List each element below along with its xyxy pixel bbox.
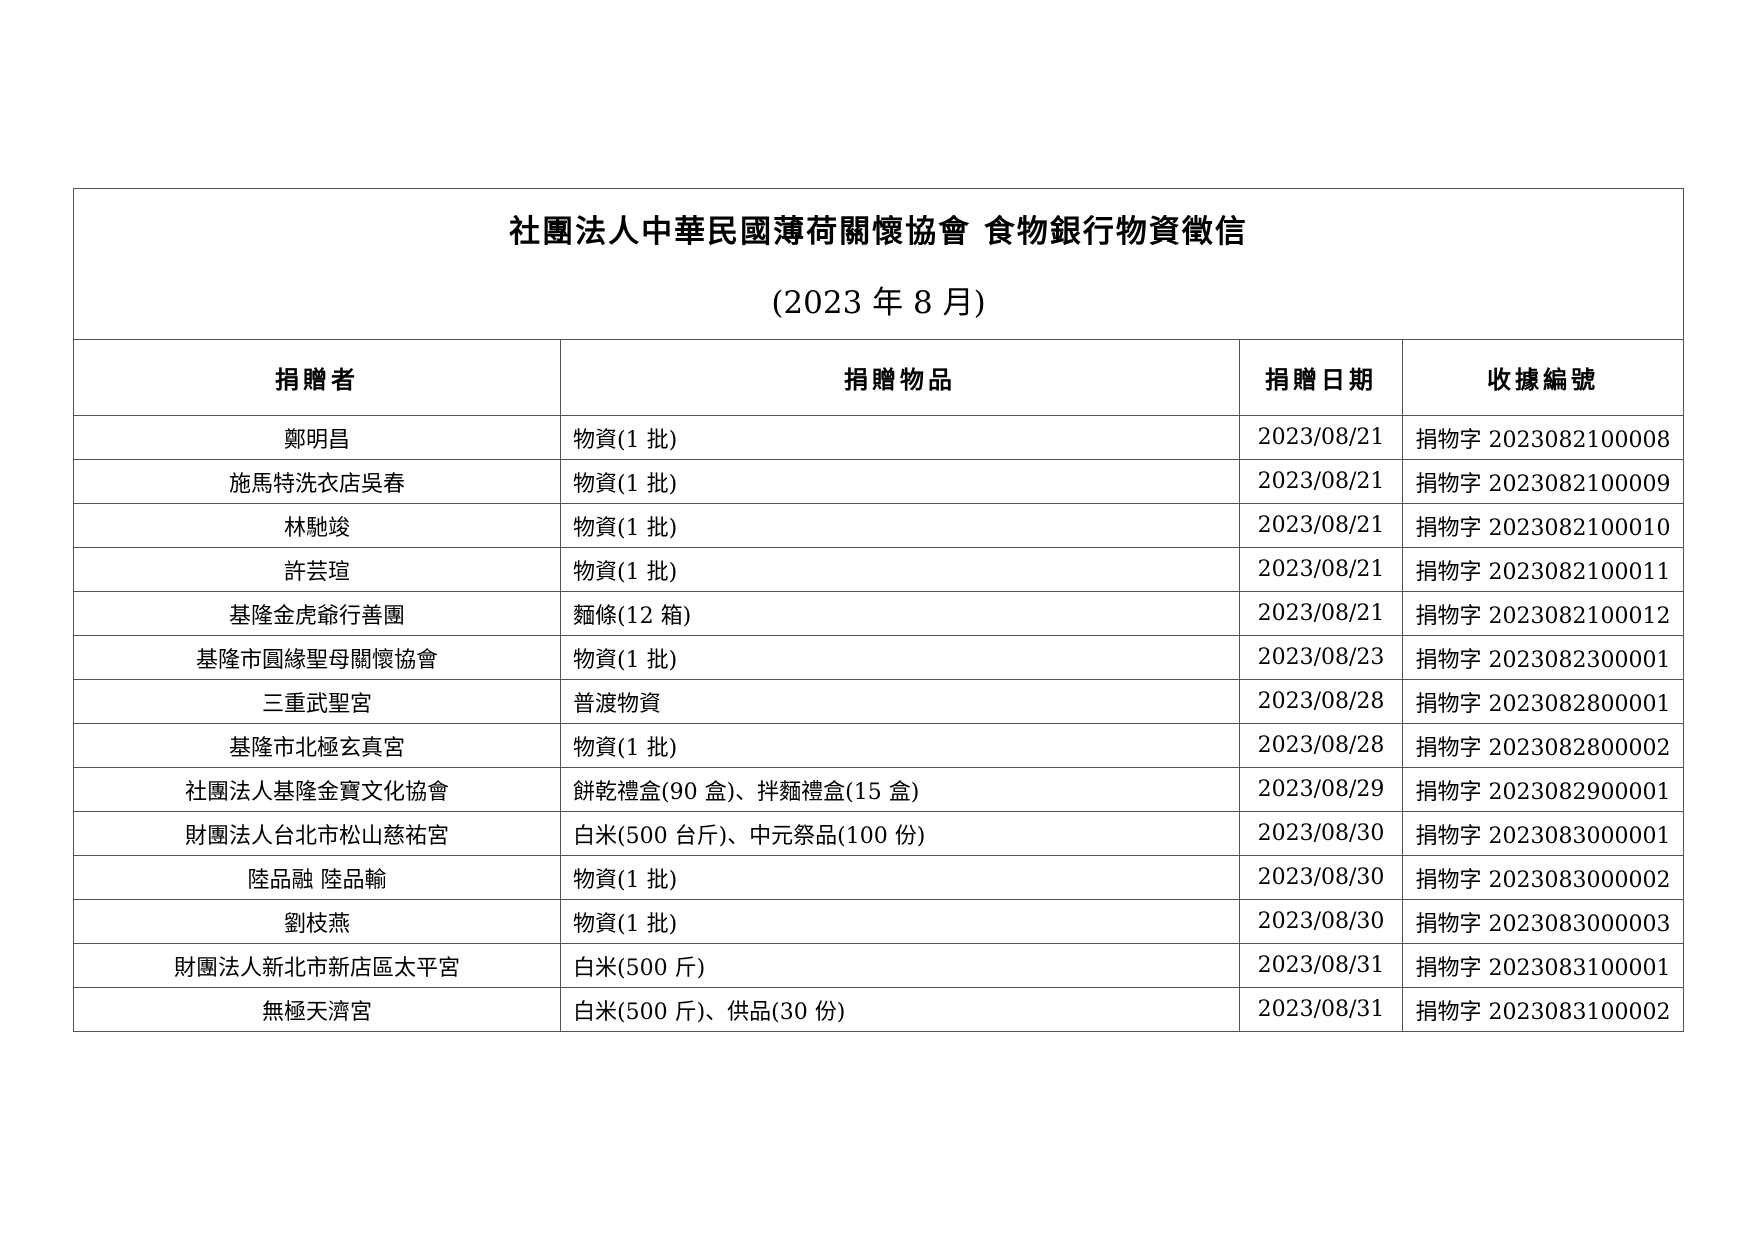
cell-date: 2023/08/21: [1239, 503, 1403, 548]
table-row: 林馳竣 物資(1 批) 2023/08/21 捐物字 2023082100010: [73, 503, 1685, 548]
cell-donor: 施馬特洗衣店吳春: [73, 459, 561, 504]
table-row: 鄭明昌 物資(1 批) 2023/08/21 捐物字 2023082100008: [73, 415, 1685, 460]
cell-donor: 劉枝燕: [73, 899, 561, 944]
table-row: 基隆金虎爺行善團 麵條(12 箱) 2023/08/21 捐物字 2023082100…: [73, 591, 1685, 636]
cell-items: 白米(500 斤)、供品(30 份): [560, 987, 1240, 1032]
cell-date: 2023/08/21: [1239, 547, 1403, 592]
column-header-items: 捐贈物品: [560, 339, 1240, 416]
column-header-date: 捐贈日期: [1239, 339, 1403, 416]
cell-items: 普渡物資: [560, 679, 1240, 724]
cell-date: 2023/08/30: [1239, 855, 1403, 900]
cell-donor: 基隆金虎爺行善團: [73, 591, 561, 636]
cell-date: 2023/08/29: [1239, 767, 1403, 812]
cell-receipt: 捐物字 2023082100009: [1401, 459, 1685, 504]
cell-items: 白米(500 斤): [560, 943, 1240, 988]
column-header-receipt: 收據編號: [1401, 339, 1685, 416]
cell-items: 物資(1 批): [560, 635, 1240, 680]
cell-receipt: 捐物字 2023082100012: [1401, 591, 1685, 636]
cell-date: 2023/08/30: [1239, 811, 1403, 856]
cell-date: 2023/08/31: [1239, 987, 1403, 1032]
cell-date: 2023/08/21: [1239, 459, 1403, 504]
column-header-donor: 捐贈者: [73, 339, 561, 416]
cell-donor: 無極天濟宮: [73, 987, 561, 1032]
cell-receipt: 捐物字 2023082800002: [1401, 723, 1685, 768]
cell-items: 餅乾禮盒(90 盒)、拌麵禮盒(15 盒): [560, 767, 1240, 812]
table-row: 三重武聖宮 普渡物資 2023/08/28 捐物字 2023082800001: [73, 679, 1685, 724]
cell-receipt: 捐物字 2023083100001: [1401, 943, 1685, 988]
cell-donor: 許芸瑄: [73, 547, 561, 592]
cell-items: 物資(1 批): [560, 723, 1240, 768]
cell-date: 2023/08/28: [1239, 723, 1403, 768]
table-row: 施馬特洗衣店吳春 物資(1 批) 2023/08/21 捐物字 20230821000…: [73, 459, 1685, 504]
donation-table: 社團法人中華民國薄荷關懷協會 食物銀行物資徵信 (2023 年 8 月) 捐贈者…: [72, 188, 1685, 1032]
cell-items: 物資(1 批): [560, 415, 1240, 460]
title-cell: 社團法人中華民國薄荷關懷協會 食物銀行物資徵信 (2023 年 8 月): [72, 188, 1685, 340]
cell-donor: 鄭明昌: [73, 415, 561, 460]
cell-receipt: 捐物字 2023082900001: [1401, 767, 1685, 812]
cell-donor: 三重武聖宮: [73, 679, 561, 724]
cell-receipt: 捐物字 2023082100008: [1401, 415, 1685, 460]
cell-items: 物資(1 批): [560, 855, 1240, 900]
table-row: 社團法人基隆金寶文化協會 餅乾禮盒(90 盒)、拌麵禮盒(15 盒) 2023/08…: [73, 767, 1685, 812]
table-row: 基隆市北極玄真宮 物資(1 批) 2023/08/28 捐物字 20230828000…: [73, 723, 1685, 768]
cell-donor: 財團法人台北市松山慈祐宮: [73, 811, 561, 856]
cell-items: 物資(1 批): [560, 459, 1240, 504]
table-row: 財團法人新北市新店區太平宮 白米(500 斤) 2023/08/31 捐物字 2023…: [73, 943, 1685, 988]
cell-receipt: 捐物字 2023083000001: [1401, 811, 1685, 856]
table-row: 劉枝燕 物資(1 批) 2023/08/30 捐物字 2023083000003: [73, 899, 1685, 944]
cell-receipt: 捐物字 2023083000002: [1401, 855, 1685, 900]
cell-receipt: 捐物字 2023082100011: [1401, 547, 1685, 592]
document-subtitle: (2023 年 8 月): [771, 285, 986, 321]
table-row: 無極天濟宮 白米(500 斤)、供品(30 份) 2023/08/31 捐物字 202…: [73, 987, 1685, 1032]
cell-donor: 林馳竣: [73, 503, 561, 548]
cell-receipt: 捐物字 2023083100002: [1401, 987, 1685, 1032]
table-row: 許芸瑄 物資(1 批) 2023/08/21 捐物字 2023082100011: [73, 547, 1685, 592]
cell-items: 物資(1 批): [560, 547, 1240, 592]
cell-date: 2023/08/31: [1239, 943, 1403, 988]
cell-date: 2023/08/21: [1239, 591, 1403, 636]
cell-receipt: 捐物字 2023082300001: [1401, 635, 1685, 680]
cell-receipt: 捐物字 2023082100010: [1401, 503, 1685, 548]
cell-items: 白米(500 台斤)、中元祭品(100 份): [560, 811, 1240, 856]
cell-donor: 財團法人新北市新店區太平宮: [73, 943, 561, 988]
table-row: 陸品融 陸品輸 物資(1 批) 2023/08/30 捐物字 202308300000…: [73, 855, 1685, 900]
cell-donor: 社團法人基隆金寶文化協會: [73, 767, 561, 812]
cell-donor: 基隆市圓緣聖母關懷協會: [73, 635, 561, 680]
cell-donor: 陸品融 陸品輸: [73, 855, 561, 900]
cell-date: 2023/08/30: [1239, 899, 1403, 944]
cell-receipt: 捐物字 2023082800001: [1401, 679, 1685, 724]
cell-items: 麵條(12 箱): [560, 591, 1240, 636]
cell-items: 物資(1 批): [560, 899, 1240, 944]
cell-receipt: 捐物字 2023083000003: [1401, 899, 1685, 944]
table-row: 財團法人台北市松山慈祐宮 白米(500 台斤)、中元祭品(100 份) 2023/0…: [73, 811, 1685, 856]
table-row: 基隆市圓緣聖母關懷協會 物資(1 批) 2023/08/23 捐物字 20230823…: [73, 635, 1685, 680]
cell-date: 2023/08/21: [1239, 415, 1403, 460]
document-title: 社團法人中華民國薄荷關懷協會 食物銀行物資徵信: [509, 214, 1248, 250]
cell-date: 2023/08/28: [1239, 679, 1403, 724]
cell-date: 2023/08/23: [1239, 635, 1403, 680]
cell-items: 物資(1 批): [560, 503, 1240, 548]
cell-donor: 基隆市北極玄真宮: [73, 723, 561, 768]
